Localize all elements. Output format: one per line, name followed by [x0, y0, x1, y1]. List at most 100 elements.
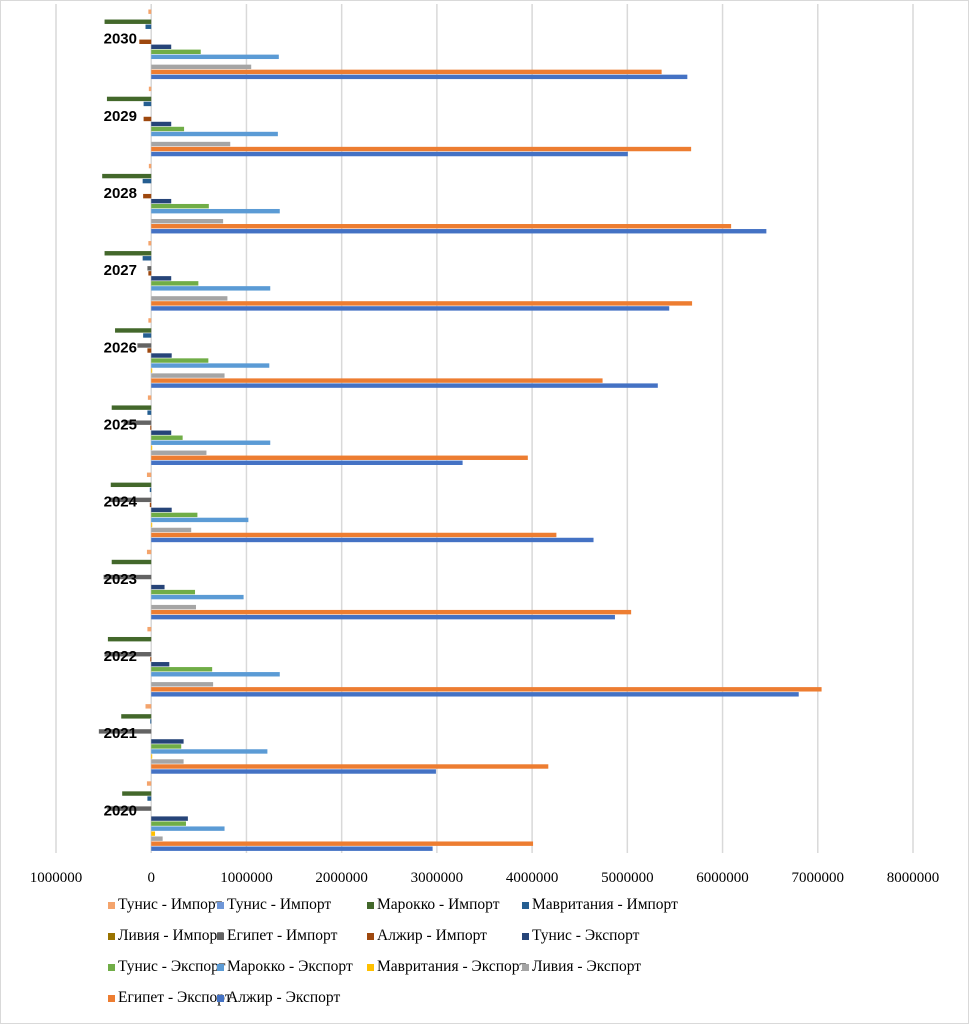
bar [151, 383, 658, 388]
legend-label: Алжир - Экспорт [227, 989, 341, 1006]
legend-swatch [217, 901, 224, 909]
x-tick-label: 1000000 [220, 870, 273, 886]
x-tick-label: 2000000 [315, 870, 368, 886]
bar [151, 460, 463, 465]
bar [147, 266, 152, 271]
bar [146, 549, 152, 555]
bar [151, 692, 799, 697]
bar [151, 589, 196, 595]
bar [145, 24, 152, 29]
bar [104, 251, 152, 256]
legend-item: Египет - Импорт [217, 926, 337, 946]
bar [151, 435, 183, 440]
bar [151, 219, 224, 224]
x-tick-label: 3000000 [411, 870, 464, 886]
bar [151, 54, 279, 60]
bar [143, 193, 152, 199]
bar [151, 836, 163, 841]
bar [151, 614, 615, 620]
bar [151, 229, 767, 234]
bar [151, 141, 231, 147]
bar [142, 178, 152, 184]
bar [109, 497, 152, 503]
bar [146, 472, 152, 478]
bar [102, 173, 152, 179]
legend-swatch [367, 901, 374, 909]
bar [151, 276, 172, 281]
bar [111, 405, 152, 410]
bar [151, 821, 186, 826]
x-tick-label: 7000000 [792, 870, 845, 886]
bar [151, 754, 153, 759]
bar [151, 609, 632, 615]
bar [151, 744, 182, 749]
x-axis-tick-labels: 1000000 0 1000000 2000000 3000000 4000000 5000… [30, 870, 940, 886]
bar [148, 86, 152, 92]
bar [151, 286, 271, 291]
bar [147, 626, 152, 632]
category-label: 2024 [104, 494, 138, 511]
legend-item: Тунис - Экспорт [108, 957, 225, 977]
category-label: 2025 [104, 417, 137, 434]
bar [151, 440, 271, 445]
bar [151, 841, 534, 846]
bar [148, 9, 152, 14]
legend-label: Марокко - Экспорт [227, 958, 353, 975]
bar [151, 353, 172, 358]
x-tick-label: 5000000 [601, 870, 654, 886]
bar [150, 657, 152, 662]
legend-swatch [108, 901, 115, 909]
bar [151, 604, 196, 610]
legend-item: Тунис - Экспорт [522, 926, 639, 946]
bar [151, 126, 185, 132]
category-label: 2023 [104, 571, 137, 588]
x-tick-label: 8000000 [887, 870, 940, 886]
bar [151, 203, 209, 209]
legend-label: Ливия - Импорт [118, 927, 224, 944]
legend-label: Тунис - Экспорт [118, 958, 226, 975]
x-tick-label: 6000000 [696, 870, 749, 886]
bar [151, 306, 670, 311]
legend-item: Алжир - Экспорт [217, 988, 340, 1008]
bar [151, 682, 214, 687]
bar [151, 208, 280, 214]
legend-item: Мавритания - Экспорт [367, 957, 526, 977]
legend-label: Тунис - Экспорт [532, 927, 640, 944]
bar [151, 363, 270, 368]
bar [151, 450, 207, 455]
legend-item: Египет - Экспорт [108, 988, 232, 1008]
bar [151, 537, 594, 543]
bar [111, 559, 152, 565]
bar [142, 256, 152, 261]
bar [151, 430, 172, 435]
bar [151, 749, 268, 754]
bar [151, 687, 822, 692]
bar [107, 636, 152, 642]
legend-label: Тунис - Импорт [227, 896, 332, 913]
bar [149, 502, 152, 508]
bar [145, 704, 152, 709]
bar [151, 373, 225, 378]
bar [106, 96, 152, 102]
legend-label: Мавритания - Экспорт [377, 958, 527, 975]
bar [151, 146, 692, 152]
legend-label: Ливия - Экспорт [532, 958, 642, 975]
bar [151, 816, 188, 821]
legend-label: Тунис - Импорт [118, 896, 223, 913]
bar [110, 482, 152, 488]
bar [151, 826, 225, 831]
legend-swatch [217, 994, 224, 1002]
bar [148, 241, 152, 246]
bar [151, 281, 199, 286]
x-tick-label: 4000000 [506, 870, 559, 886]
bar [147, 796, 152, 801]
bar [151, 759, 184, 764]
gridlines [55, 4, 914, 853]
x-tick-label: 0 [147, 870, 155, 886]
legend-label: Мавритания - Импорт [532, 896, 678, 913]
bar [151, 64, 252, 70]
bars [98, 9, 822, 851]
legend-item: Алжир - Импорт [367, 926, 487, 946]
bar [148, 163, 152, 169]
bar [150, 719, 152, 724]
